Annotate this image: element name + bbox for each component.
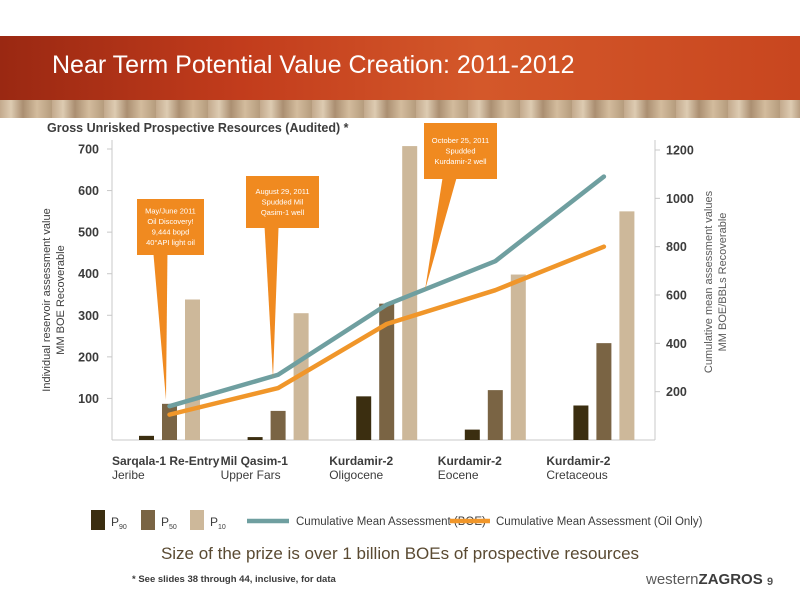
callout-text: 40°API light oil <box>146 238 195 247</box>
category-label: Mil Qasim-1 <box>221 454 289 468</box>
page-number: 9 <box>767 576 774 588</box>
category-label: Sarqala-1 Re-Entry <box>112 454 220 468</box>
category-label: Kurdamir-2 <box>329 454 393 468</box>
right-tick-label: 600 <box>666 289 687 303</box>
category-sublabel: Cretaceous <box>546 468 607 482</box>
callout-pointer <box>425 178 457 290</box>
callout-box <box>424 123 497 179</box>
legend-label-main: P <box>111 515 119 529</box>
left-axis-title-line1: Individual reservoir assessment value <box>41 208 53 391</box>
bar-p50-5 <box>596 343 612 440</box>
left-tick-label: 200 <box>78 350 99 364</box>
right-tick-label: 200 <box>666 385 687 399</box>
legend-label-sub: 10 <box>218 524 226 531</box>
bar-p50-2 <box>270 410 286 440</box>
callout-text: October 25, 2011 <box>432 136 489 145</box>
title-banner <box>0 36 800 100</box>
bar-p50-4 <box>487 390 503 440</box>
legend-label-main: P <box>210 515 218 529</box>
line-cumulative-boe <box>167 174 607 409</box>
callout-pointer <box>153 254 168 400</box>
bar-p10-4 <box>510 274 526 440</box>
callout-pointer <box>264 227 279 378</box>
bar-p90-2 <box>247 437 263 440</box>
right-axis-title-line1: Cumulative mean assessment values <box>703 190 715 373</box>
legend-line-label: Cumulative Mean Assessment (BOE) <box>296 516 486 528</box>
bar-p90-5 <box>573 405 589 440</box>
left-tick-label: 500 <box>78 226 99 240</box>
category-sublabel: Upper Fars <box>221 468 281 482</box>
left-axis-title-line2: MM BOE Recoverable <box>55 245 67 354</box>
decorative-rock-strip <box>0 100 800 118</box>
right-tick-label: 1000 <box>666 192 694 206</box>
chart-subtitle: Gross Unrisked Prospective Resources (Au… <box>47 121 349 135</box>
legend-swatch-p50 <box>141 510 155 530</box>
line-cumulative-oil <box>167 244 607 417</box>
category-sublabel: Eocene <box>438 468 479 482</box>
legend-line-label: Cumulative Mean Assessment (Oil Only) <box>496 516 703 528</box>
bar-p50-1 <box>162 403 177 440</box>
callout-text: Oil Discovery! <box>147 217 193 226</box>
bar-p10-1 <box>185 299 200 440</box>
category-label: Kurdamir-2 <box>546 454 610 468</box>
bar-p90-3 <box>356 396 372 440</box>
category-label: Kurdamir-2 <box>438 454 502 468</box>
right-tick-label: 800 <box>666 240 687 254</box>
category-sublabel: Jeribe <box>112 468 145 482</box>
legend-label-main: P <box>161 515 169 529</box>
callout-text: May/June 2011 <box>145 207 196 216</box>
right-tick-label: 1200 <box>666 144 694 158</box>
callout-text: Qasim-1 well <box>261 208 305 217</box>
left-tick-label: 300 <box>78 309 99 323</box>
bar-p90-1 <box>139 435 154 440</box>
callout-box <box>246 176 319 228</box>
logo-light-text: western <box>646 571 699 588</box>
callout-text: Spudded Mil <box>262 197 304 206</box>
bottom-note: Size of the prize is over 1 billion BOEs… <box>160 544 640 563</box>
right-axis-title-line2: MM BOE/BBLs Recoverable <box>717 213 729 352</box>
left-tick-label: 400 <box>78 267 99 281</box>
left-tick-label: 100 <box>78 392 99 406</box>
callout-text: Kurdamir-2 well <box>434 157 486 166</box>
left-tick-label: 700 <box>78 143 99 157</box>
company-logo: westernZAGROS <box>646 571 763 588</box>
right-tick-label: 400 <box>666 337 687 351</box>
callout-text: 9,444 bopd <box>152 228 190 237</box>
bar-p90-4 <box>464 429 480 440</box>
callout-text: August 29, 2011 <box>255 187 309 196</box>
legend-swatch-p90 <box>91 510 105 530</box>
legend-label-sub: 90 <box>119 524 127 531</box>
slide-title: Near Term Potential Value Creation: 2011… <box>52 51 575 79</box>
category-sublabel: Oligocene <box>329 468 383 482</box>
legend-swatch-p10 <box>190 510 204 530</box>
logo-bold-text: ZAGROS <box>698 571 763 588</box>
bar-p50-3 <box>379 303 395 440</box>
callout-box <box>137 199 204 255</box>
bar-p10-5 <box>619 211 635 440</box>
callout-text: Spudded <box>445 146 475 155</box>
footnote: * See slides 38 through 44, inclusive, f… <box>132 574 336 585</box>
left-tick-label: 600 <box>78 184 99 198</box>
legend-label-sub: 50 <box>169 524 177 531</box>
